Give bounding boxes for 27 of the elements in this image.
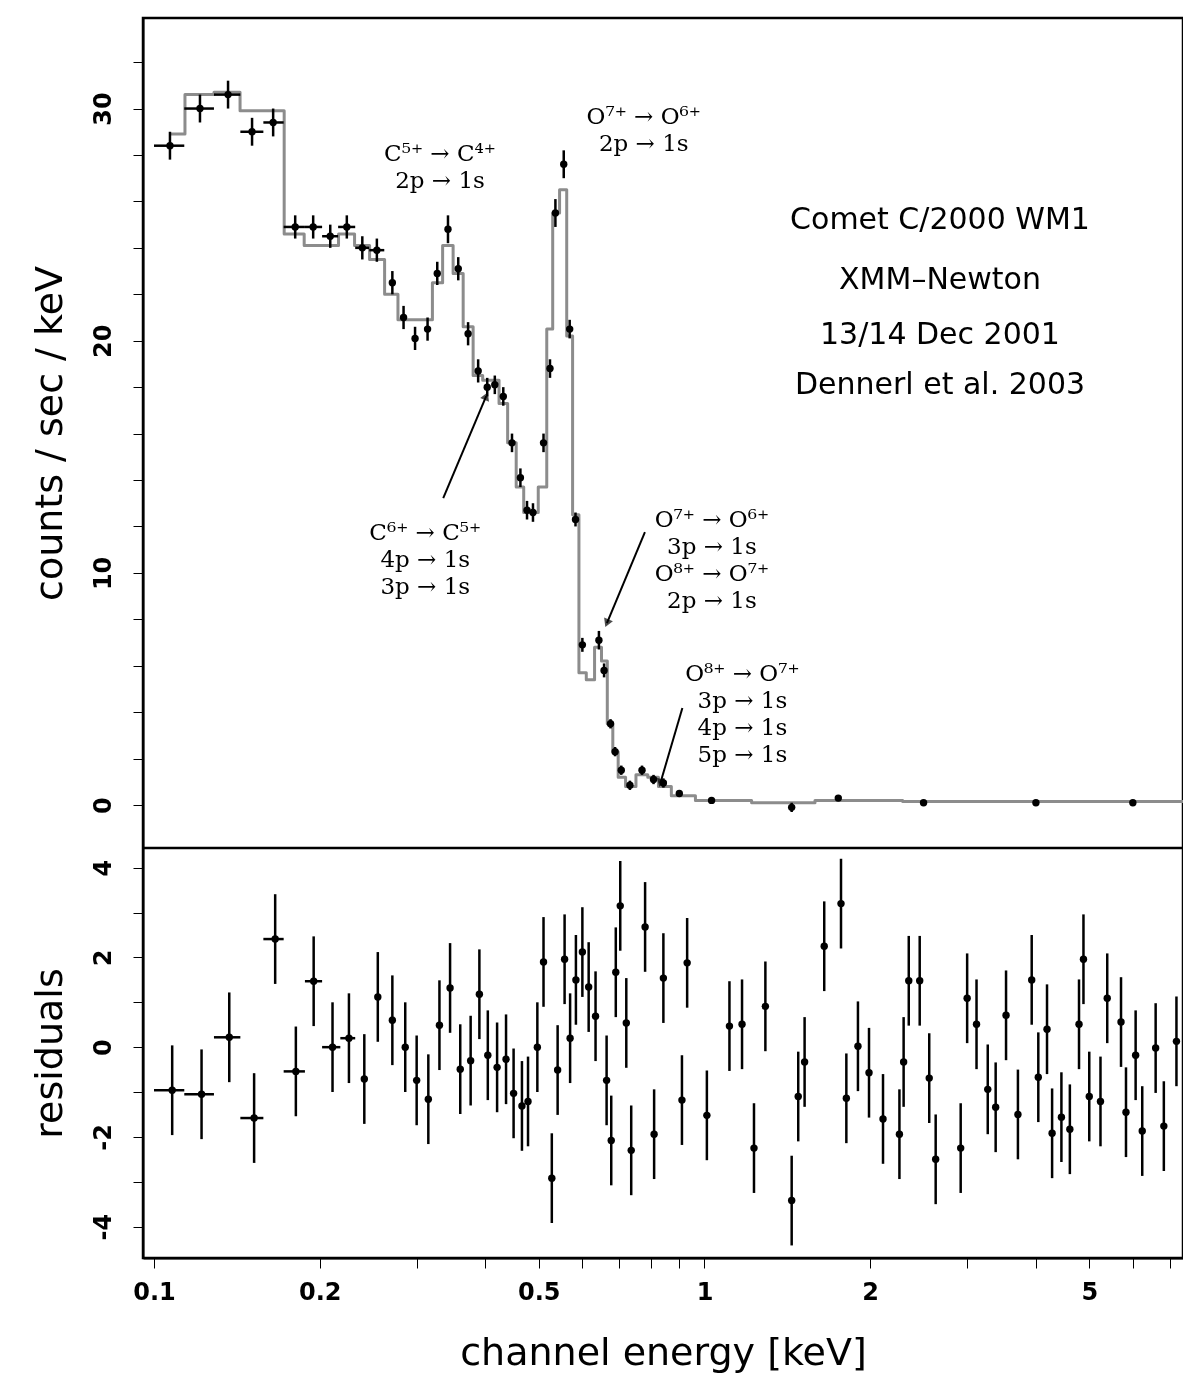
annotation: O⁷⁺ → O⁶⁺ 3p → 1s O⁸⁺ → O⁷⁺ 2p → 1s (654, 505, 770, 613)
annotation: 13/14 Dec 2001 (820, 316, 1060, 351)
y-tick-label: -4 (88, 1213, 117, 1241)
annotation: O⁷⁺ → O⁶⁺ 2p → 1s (586, 102, 701, 156)
y-tick-label: -2 (88, 1124, 117, 1151)
y-tick-label: 10 (88, 556, 117, 591)
x-tick-label: 0.1 (133, 1277, 176, 1306)
x-tick-label: 5 (1081, 1277, 1099, 1306)
x-tick-label: 0.5 (518, 1277, 561, 1306)
x-tick-label: 2 (862, 1277, 880, 1306)
y-axis-title: residuals (26, 968, 71, 1139)
y-tick-label: 20 (88, 324, 117, 358)
annotation: XMM–Newton (839, 261, 1041, 296)
x-tick-label: 1 (696, 1277, 714, 1306)
y-axis-title: counts / sec / keV (26, 265, 71, 602)
y-tick-label: 30 (88, 92, 117, 126)
y-tick-label: 0 (88, 797, 117, 814)
x-tick-label: 0.2 (298, 1277, 342, 1306)
annotation: Comet C/2000 WM1 (790, 201, 1090, 236)
annotation: Dennerl et al. 2003 (794, 366, 1086, 401)
y-tick-label: 0 (88, 1039, 117, 1057)
annotation: O⁸⁺ → O⁷⁺ 3p → 1s 4p → 1s 5p → 1s (685, 660, 800, 768)
y-tick-label: 2 (88, 949, 117, 967)
annotation: C⁶⁺ → C⁵⁺ 4p → 1s 3p → 1s (369, 519, 482, 600)
annotation: C⁵⁺ → C⁴⁺ 2p → 1s (384, 139, 496, 193)
y-tick-label: 4 (88, 859, 117, 877)
x-axis-title: channel energy [keV] (460, 1329, 867, 1374)
